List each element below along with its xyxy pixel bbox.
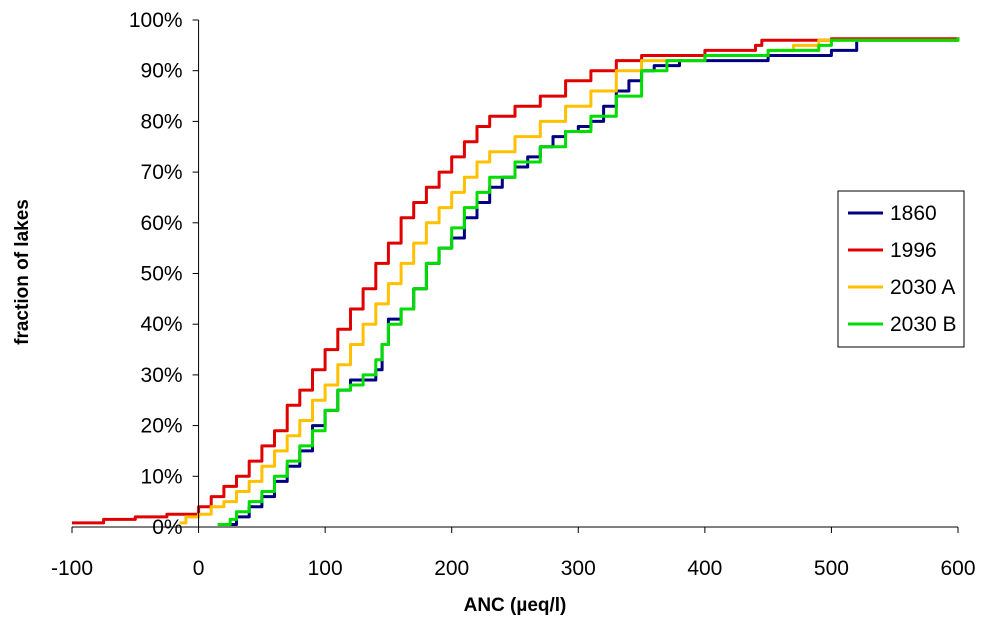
y-tick-label: 40% <box>141 313 183 336</box>
y-tick-label: 0% <box>152 516 182 539</box>
y-tick-label: 60% <box>141 212 183 235</box>
y-tick-label: 50% <box>141 263 183 286</box>
ticks-layer: 0% 10% 20% 30% 40% 50% 60% 70% 80% 90% 100% -100 0 10… <box>51 9 976 580</box>
x-tick-label: 600 <box>940 557 975 580</box>
series-line-1996 <box>72 37 960 525</box>
y-tick-label: 30% <box>141 364 183 387</box>
x-tick-label: 500 <box>814 557 849 580</box>
y-tick-label: 100% <box>129 9 183 32</box>
y-tick-label: 20% <box>141 415 183 438</box>
x-axis-title: ANC (µeq/l) <box>464 595 567 616</box>
x-tick-label: -100 <box>51 557 93 580</box>
y-tick-label: 70% <box>141 161 183 184</box>
x-tick-label: 100 <box>308 557 343 580</box>
y-tick-label: 80% <box>141 110 183 133</box>
x-tick-label: 300 <box>561 557 596 580</box>
axes-layer <box>72 20 958 528</box>
x-tick-label: 0 <box>193 557 205 580</box>
y-axis-title: fraction of lakes <box>12 199 33 345</box>
series-layer <box>72 37 960 526</box>
legend-entry-label: 1996 <box>890 239 937 262</box>
legend-entry-label: 2030 B <box>890 313 957 336</box>
legend-box <box>837 190 965 348</box>
x-tick-label: 400 <box>687 557 722 580</box>
y-tick-label: 10% <box>141 465 183 488</box>
legend: 1860 1996 2030 A 2030 B <box>837 190 965 348</box>
y-tick-label: 90% <box>141 60 183 83</box>
legend-entry-label: 2030 A <box>890 276 955 299</box>
legend-entry-label: 1860 <box>890 202 937 225</box>
series-line-2030-b <box>217 37 960 526</box>
series-line-2030-a <box>179 37 960 525</box>
x-tick-label: 200 <box>434 557 469 580</box>
